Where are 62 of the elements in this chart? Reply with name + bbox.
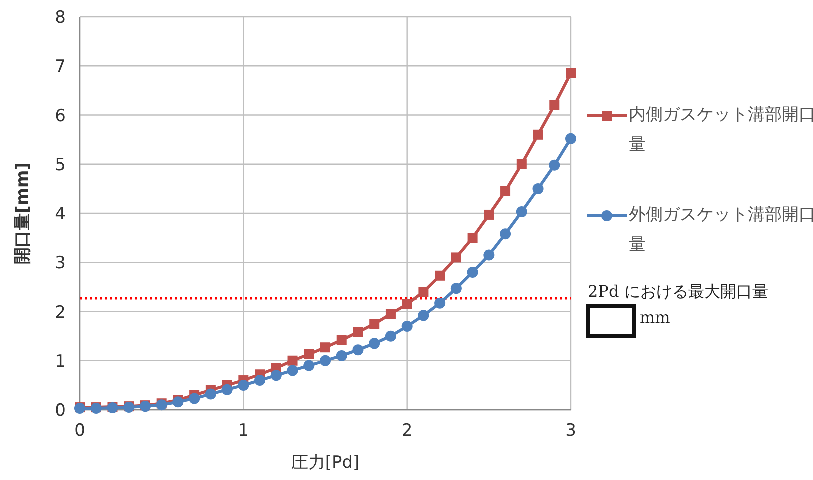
point <box>385 330 396 342</box>
x-tick-label: 3 <box>566 421 576 441</box>
point <box>370 319 380 330</box>
y-tick-label: 6 <box>55 106 66 126</box>
point <box>270 370 282 382</box>
y-tick-label: 7 <box>55 57 66 78</box>
y-tick-label: 0 <box>55 401 66 421</box>
point <box>532 183 544 194</box>
point <box>500 228 512 240</box>
y-axis-title: 開口量[mm] <box>13 162 33 264</box>
legend-label: 内側ガスケット溝部開口量 <box>629 104 813 157</box>
point <box>468 233 478 244</box>
legend-label: 外側ガスケット溝部開口量 <box>629 204 813 257</box>
point <box>402 320 413 332</box>
x-tick-label: 2 <box>402 421 413 441</box>
point <box>500 186 511 196</box>
point <box>254 375 266 386</box>
point <box>353 327 364 338</box>
point <box>304 360 315 372</box>
text: 2Pd における最大開口量 <box>588 282 768 303</box>
point <box>450 283 462 294</box>
point <box>320 342 330 353</box>
point <box>549 160 560 171</box>
point <box>516 159 527 170</box>
point <box>288 356 298 366</box>
point <box>467 266 478 278</box>
point <box>516 206 528 218</box>
text: mm <box>640 308 670 327</box>
y-tick-label: 5 <box>55 155 66 176</box>
point <box>386 309 396 320</box>
y-tick-label: 8 <box>55 8 66 28</box>
point <box>402 299 412 310</box>
point <box>189 393 200 404</box>
point <box>550 100 560 110</box>
point <box>566 68 576 78</box>
point <box>418 287 429 298</box>
point <box>369 338 380 350</box>
point <box>320 355 331 366</box>
y-tick-label: 4 <box>55 204 66 224</box>
y-tick-label: 3 <box>55 254 66 274</box>
point <box>205 388 216 400</box>
point <box>451 252 462 263</box>
point <box>336 335 347 346</box>
point <box>434 298 446 309</box>
y-tick-label: 1 <box>55 352 66 372</box>
point <box>287 365 298 376</box>
point <box>172 396 184 408</box>
point <box>238 380 250 391</box>
point <box>484 210 494 220</box>
point <box>352 344 364 356</box>
x-tick-label: 1 <box>238 421 250 441</box>
x-axis-title: 圧力[Pd] <box>291 453 360 473</box>
point <box>484 250 495 261</box>
x-tick-label: 0 <box>74 421 86 441</box>
point <box>304 349 314 360</box>
point <box>566 133 576 144</box>
point <box>435 270 446 281</box>
point <box>533 130 544 140</box>
point <box>418 310 430 322</box>
point <box>336 350 348 362</box>
y-tick-label: 2 <box>55 302 66 323</box>
point <box>222 384 233 396</box>
